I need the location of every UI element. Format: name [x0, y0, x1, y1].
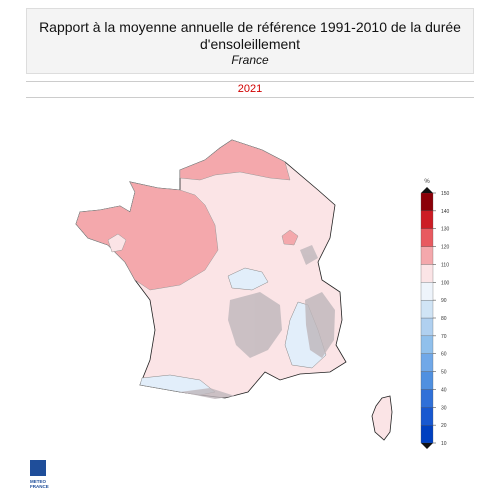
region-below-100	[107, 233, 127, 253]
region-below-100	[227, 267, 269, 291]
legend-band	[420, 424, 434, 444]
legend-band	[420, 264, 434, 283]
legend-band	[420, 407, 434, 426]
legend-band	[420, 282, 434, 301]
legend-tick-label: 100	[441, 280, 450, 286]
legend-tick-label: 10	[441, 441, 447, 447]
subtitle: France	[231, 53, 269, 67]
legend-tick-label: 70	[441, 334, 447, 340]
region-above-110	[179, 139, 291, 181]
legend-tick-label: 120	[441, 245, 450, 251]
logo-text: METEO	[30, 479, 47, 484]
relief	[180, 245, 335, 399]
legend-tick-label: 130	[441, 227, 450, 233]
title-line: d'ensoleillement	[200, 36, 300, 52]
legend-band	[420, 228, 434, 247]
logo-text: FRANCE	[30, 484, 49, 489]
legend-band	[420, 353, 434, 372]
region-above-110	[75, 181, 219, 291]
legend-arrow	[421, 443, 433, 449]
year: 2021	[26, 81, 474, 98]
legend-tick-label: 30	[441, 405, 447, 411]
legend-tick-label: 140	[441, 209, 450, 215]
logo-icon	[30, 460, 46, 476]
legend-tick-label: 150	[441, 191, 450, 197]
legend-band	[420, 246, 434, 265]
legend-band	[420, 210, 434, 229]
legend-band	[420, 192, 434, 212]
legend-band	[420, 317, 434, 337]
legend-tick-label: 90	[441, 298, 447, 304]
legend-tick-label: 40	[441, 387, 447, 393]
legend-tick-label: 110	[441, 262, 449, 268]
legend-tick-label: 20	[441, 423, 447, 429]
legend-band	[420, 389, 434, 408]
legend-tick-label: 80	[441, 316, 447, 322]
legend-arrow	[421, 187, 433, 193]
legend-band	[420, 299, 434, 319]
legend-tick-label: 50	[441, 370, 447, 376]
region-above-110	[281, 229, 299, 246]
header: Rapport à la moyenne annuelle de référen…	[26, 8, 474, 74]
legend-band	[420, 371, 434, 390]
legend-tick-label: 60	[441, 352, 447, 358]
corsica	[371, 395, 393, 441]
title-line: Rapport à la moyenne annuelle de référen…	[39, 19, 461, 35]
legend-unit: %	[424, 179, 430, 185]
legend-band	[420, 335, 434, 354]
